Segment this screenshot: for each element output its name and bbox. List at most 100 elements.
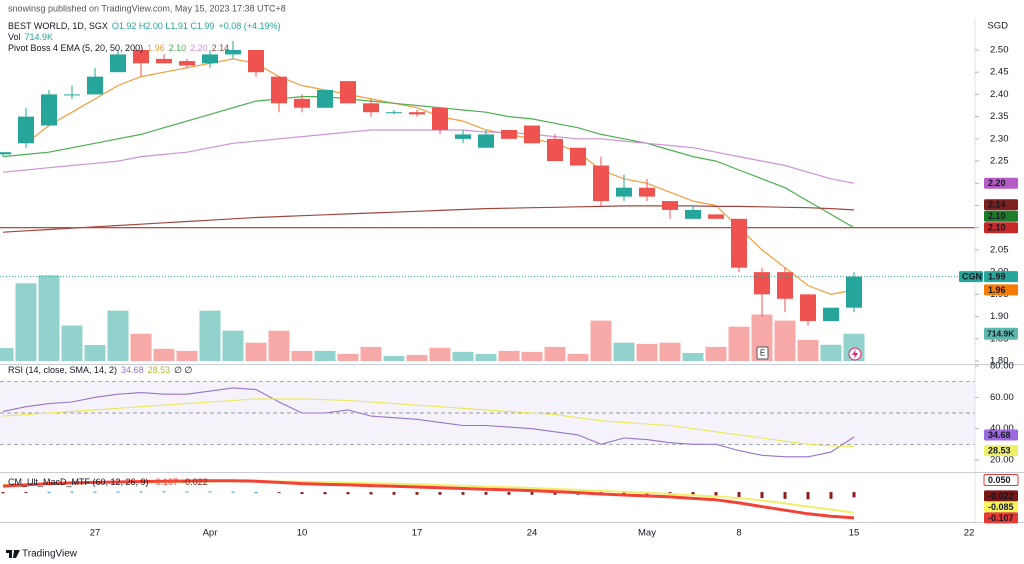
legend: Pivot Boss 4 EMA (5, 20, 50, 200) 1.96 2.1… bbox=[8, 43, 229, 53]
histogram-bar bbox=[783, 492, 787, 499]
candle-body bbox=[363, 103, 379, 113]
legend-item: 28.53 bbox=[148, 365, 171, 375]
candle-body bbox=[777, 272, 793, 299]
histogram-bar bbox=[1, 492, 5, 494]
volume-bar bbox=[659, 342, 681, 361]
candle-body bbox=[455, 134, 471, 139]
candle-body bbox=[294, 98, 310, 108]
price-badge-label: 2.10 bbox=[988, 223, 1006, 233]
price-badge bbox=[984, 199, 1018, 211]
candle-body bbox=[547, 138, 563, 162]
histogram-bar bbox=[254, 492, 258, 494]
histogram-bar bbox=[139, 491, 143, 493]
histogram-bar bbox=[116, 491, 120, 493]
histogram-bar bbox=[737, 492, 741, 497]
volume-bar bbox=[774, 320, 796, 361]
histogram-bar bbox=[553, 492, 557, 495]
candle-body bbox=[501, 129, 517, 139]
y-tick-label: 1.90 bbox=[990, 311, 1009, 322]
candle-body bbox=[64, 94, 80, 96]
candle-body bbox=[593, 165, 609, 202]
publisher-note: snowinsg published on TradingView.com, M… bbox=[8, 3, 286, 13]
price-badge bbox=[983, 474, 1019, 487]
histogram-bar bbox=[852, 492, 856, 498]
candle-body bbox=[133, 49, 149, 64]
histogram-bar bbox=[300, 492, 304, 495]
candle-body bbox=[754, 272, 770, 295]
price-badge-label: 28.53 bbox=[988, 445, 1011, 455]
price-badge-label: 2.10 bbox=[988, 211, 1006, 221]
y-tick-label: 2.30 bbox=[990, 133, 1009, 144]
price-badge-label: 0.050 bbox=[988, 475, 1011, 485]
volume-bar bbox=[383, 356, 405, 361]
volume-bar bbox=[613, 342, 635, 361]
price-badge-label: -0.022 bbox=[988, 491, 1014, 501]
histogram-bar bbox=[208, 491, 212, 493]
y-tick-label: 60.00 bbox=[990, 392, 1014, 403]
candle-body bbox=[570, 147, 586, 166]
volume-badge-label: 714.9K bbox=[987, 329, 1015, 339]
candle-body bbox=[18, 116, 34, 144]
legend-item: 2.14 bbox=[212, 43, 230, 53]
histogram-bar bbox=[760, 492, 764, 499]
price-badge bbox=[984, 210, 1018, 222]
candle-body bbox=[800, 294, 816, 322]
candle-body bbox=[248, 49, 264, 73]
histogram-bar bbox=[714, 492, 718, 496]
dividend-marker bbox=[848, 347, 862, 361]
histogram-bar bbox=[806, 492, 810, 500]
histogram-bar bbox=[507, 492, 511, 495]
candle-body bbox=[87, 76, 103, 95]
price-badge-label: -0.085 bbox=[988, 502, 1014, 512]
legend-item: 34.68 bbox=[121, 365, 144, 375]
price-badge bbox=[984, 429, 1018, 441]
volume-bar bbox=[475, 353, 497, 361]
price-badge bbox=[984, 512, 1018, 524]
volume-bar bbox=[406, 354, 428, 361]
histogram-bar bbox=[691, 492, 695, 496]
candle-body bbox=[846, 276, 862, 308]
volume-bar bbox=[360, 346, 382, 361]
histogram-bar bbox=[369, 492, 373, 495]
volume-bar bbox=[15, 283, 37, 361]
legend-item: 1.96 bbox=[147, 43, 165, 53]
volume-bar bbox=[0, 348, 14, 361]
x-tick-label: 15 bbox=[849, 528, 860, 539]
volume-bar bbox=[153, 348, 175, 361]
volume-bar bbox=[61, 325, 83, 361]
series-line bbox=[2, 387, 855, 458]
series-line bbox=[2, 398, 855, 448]
legend-item: +0.08 (+4.19%) bbox=[218, 21, 280, 31]
price-badge bbox=[984, 222, 1018, 234]
legend-item: ∅ ∅ bbox=[174, 365, 192, 375]
histogram-bar bbox=[277, 492, 281, 494]
histogram-bar bbox=[93, 491, 97, 493]
histogram-bar bbox=[392, 492, 396, 495]
y-tick-label: 40.00 bbox=[990, 423, 1014, 434]
price-badge-label: 2.20 bbox=[988, 178, 1006, 188]
y-tick-label: 80.00 bbox=[990, 361, 1014, 372]
volume-bar bbox=[682, 352, 704, 361]
price-badge-label: -0.107 bbox=[988, 513, 1014, 523]
legend: Vol 714.9K bbox=[8, 32, 53, 42]
series-line bbox=[2, 96, 855, 229]
x-tick-label: May bbox=[638, 528, 656, 539]
volume-bar bbox=[429, 347, 451, 361]
candle-body bbox=[179, 61, 195, 66]
price-badge bbox=[984, 445, 1018, 457]
legend-item: Vol bbox=[8, 32, 21, 42]
candle-body bbox=[685, 209, 701, 219]
volume-bar bbox=[590, 320, 612, 361]
volume-bar bbox=[337, 353, 359, 361]
legend-item: -0.107 bbox=[153, 477, 179, 487]
volume-bar bbox=[291, 350, 313, 361]
price-badge bbox=[984, 271, 1018, 283]
legend-item: RSI (14, close, SMA, 14, 2) bbox=[8, 365, 117, 375]
volume-bar bbox=[452, 351, 474, 361]
volume-bar bbox=[797, 339, 819, 361]
candle-body bbox=[110, 54, 126, 73]
volume-bar bbox=[728, 326, 750, 361]
legend-item: 714.9K bbox=[25, 32, 54, 42]
histogram-bar bbox=[484, 492, 488, 495]
